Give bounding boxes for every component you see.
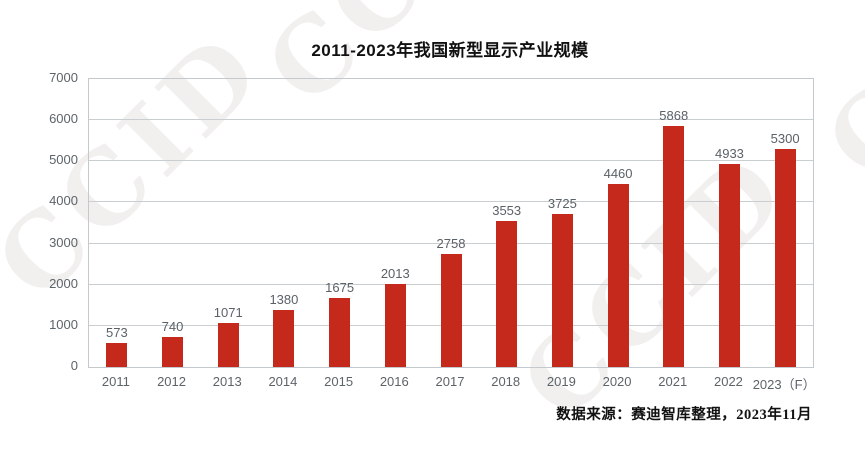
bar-2016 — [384, 284, 406, 367]
x-tick-label: 2019 — [546, 374, 576, 389]
x-tick-label: 2023（F） — [752, 377, 816, 392]
x-axis: 2011 2012 2013 2014 2015 2016 2017 2018 2019 2020… — [88, 374, 816, 394]
value-label-2011: 573 — [106, 325, 128, 341]
value-label-2012: 740 — [161, 318, 184, 334]
bar-2018 — [496, 220, 518, 367]
value-label-2017: 2758 — [436, 235, 466, 251]
y-tick-label: 1000 — [49, 316, 78, 332]
x-tick-label: 2011 — [101, 374, 130, 389]
value-label-2016: 2013 — [380, 266, 410, 282]
x-tick-label: 2018 — [491, 374, 521, 389]
gridline — [89, 242, 813, 244]
value-label-2022: 4933 — [714, 146, 744, 162]
bar-2013 — [217, 322, 239, 367]
y-axis: 0 1000 2000 3000 4000 5000 6000 7000 — [0, 0, 80, 459]
bar-2020 — [607, 183, 629, 367]
bar-2012 — [162, 336, 184, 367]
x-tick-label: 2013 — [212, 374, 242, 389]
value-label-2021: 5868 — [659, 107, 689, 123]
value-label-2020: 4460 — [603, 165, 633, 181]
bar-2014 — [273, 310, 295, 367]
y-tick-label: 7000 — [49, 70, 78, 85]
value-label-2019: 3725 — [547, 195, 577, 211]
y-tick-label: 5000 — [49, 152, 78, 168]
x-tick-label: 2021 — [658, 374, 688, 389]
bar-2017 — [440, 253, 462, 367]
x-tick-label: 2017 — [435, 374, 465, 389]
value-label-2014: 1380 — [269, 292, 299, 308]
gridline — [89, 160, 813, 162]
x-tick-label: 2022 — [713, 374, 743, 389]
y-tick-label: 4000 — [49, 193, 78, 209]
x-tick-label: 2015 — [324, 374, 354, 389]
bar-2021 — [663, 125, 685, 367]
value-label-2015: 1675 — [325, 280, 355, 296]
y-tick-label: 0 — [70, 358, 78, 373]
y-tick-label: 6000 — [49, 111, 78, 127]
value-label-2013: 1071 — [213, 304, 243, 320]
bar-2015 — [329, 298, 351, 367]
x-tick-label: 2012 — [157, 374, 186, 389]
x-tick-label: 2014 — [268, 374, 298, 389]
bar-2011 — [106, 343, 128, 367]
value-label-2018: 3553 — [492, 202, 522, 218]
value-label-2023（F）: 5300 — [770, 130, 800, 146]
source-note: 数据来源：赛迪智库整理，2023年11月 — [556, 407, 812, 423]
x-tick-label: 2020 — [602, 374, 632, 389]
y-tick-label: 3000 — [49, 234, 78, 250]
y-tick-label: 2000 — [49, 275, 78, 291]
plot-area: 573 740 1071 1380 1675 2013 2758 3553 3725 4460 58… — [88, 78, 814, 368]
bar-2023（F） — [774, 148, 796, 367]
x-tick-label: 2016 — [379, 374, 409, 389]
bar-2019 — [551, 213, 573, 367]
chart-title: 2011-2023年我国新型显示产业规模 — [311, 41, 589, 60]
gridline — [89, 201, 813, 203]
gridline — [89, 119, 813, 121]
bar-2022 — [718, 164, 740, 367]
